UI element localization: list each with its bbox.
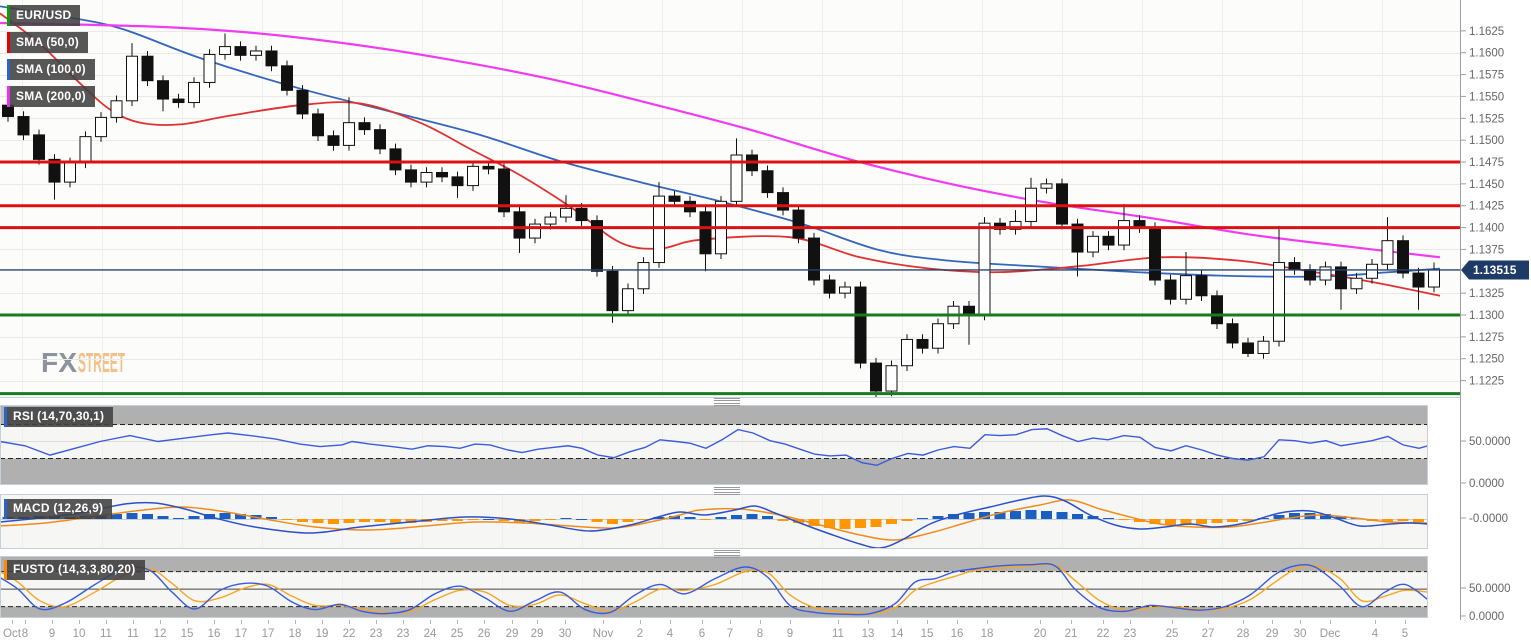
svg-text:11: 11	[127, 628, 139, 640]
svg-text:1.1625: 1.1625	[1469, 26, 1504, 38]
svg-text:20: 20	[1034, 628, 1047, 640]
support-resistance-levels	[0, 160, 1460, 396]
svg-text:Dec: Dec	[1320, 628, 1341, 640]
svg-text:11: 11	[100, 628, 112, 640]
svg-text:27: 27	[1202, 628, 1215, 640]
macd-panel-label[interactable]: MACD (12,26,9)	[4, 499, 113, 519]
svg-text:1.1475: 1.1475	[1469, 157, 1504, 169]
svg-text:9: 9	[49, 628, 55, 640]
svg-text:1.1375: 1.1375	[1469, 244, 1504, 256]
svg-text:21: 21	[1065, 628, 1078, 640]
svg-text:25: 25	[1166, 628, 1179, 640]
svg-text:14: 14	[891, 628, 904, 640]
macd-line	[0, 495, 1428, 549]
svg-text:28: 28	[1237, 628, 1250, 640]
svg-text:FX: FX	[41, 347, 77, 378]
svg-text:0.0000: 0.0000	[1469, 478, 1504, 490]
svg-text:23: 23	[397, 628, 410, 640]
svg-text:1.1575: 1.1575	[1469, 70, 1504, 82]
svg-text:1.1550: 1.1550	[1469, 91, 1504, 103]
rsi-panel-label[interactable]: RSI (14,70,30,1)	[4, 407, 114, 427]
rsi-line	[0, 428, 1428, 467]
svg-text:1.1225: 1.1225	[1469, 376, 1504, 388]
svg-text:0.0000: 0.0000	[1469, 611, 1504, 623]
legend-item-symbol[interactable]: EUR/USD	[7, 5, 81, 26]
svg-text:1.13515: 1.13515	[1473, 263, 1517, 277]
svg-text:50.0000: 50.0000	[1469, 583, 1511, 595]
svg-text:1.1600: 1.1600	[1469, 48, 1504, 60]
svg-text:25: 25	[451, 628, 464, 640]
svg-text:7: 7	[727, 628, 733, 640]
svg-text:17: 17	[262, 628, 275, 640]
svg-text:29: 29	[1266, 628, 1279, 640]
svg-text:16: 16	[208, 628, 221, 640]
panel-resize-handle-3[interactable]	[714, 550, 740, 558]
svg-text:5: 5	[1402, 628, 1408, 640]
svg-text:STREET: STREET	[78, 347, 125, 378]
legend-item-sma50[interactable]: SMA (50,0)	[7, 32, 88, 53]
svg-text:Oct: Oct	[3, 628, 22, 640]
svg-text:4: 4	[1372, 628, 1379, 640]
svg-text:22: 22	[1097, 628, 1110, 640]
svg-text:9: 9	[787, 628, 793, 640]
svg-text:29: 29	[531, 628, 544, 640]
svg-text:1.1500: 1.1500	[1469, 135, 1504, 147]
svg-text:22: 22	[343, 628, 356, 640]
svg-text:10: 10	[73, 628, 86, 640]
svg-text:12: 12	[154, 628, 167, 640]
main-price-panel[interactable]: FX STREET	[0, 0, 1460, 402]
svg-text:8: 8	[757, 628, 763, 640]
svg-text:29: 29	[506, 628, 519, 640]
stoch-panel-label[interactable]: FUSTO (14,3,3,80,20)	[4, 560, 145, 580]
current-price-badge: 1.13515	[1461, 260, 1529, 280]
svg-text:18: 18	[981, 628, 994, 640]
svg-text:1.1275: 1.1275	[1469, 332, 1504, 344]
price-axis[interactable]: 1.1625 1.1600 1.1575 1.1550 1.1525 1.1500 1.14…	[1460, 0, 1530, 620]
date-axis[interactable]: Oct 8 9 10 11 11 12 15 16 17 17 18 19 22 23 23 24 25 26 29 2…	[3, 620, 1408, 640]
svg-text:23: 23	[370, 628, 383, 640]
svg-text:1.1250: 1.1250	[1469, 354, 1504, 366]
svg-text:4: 4	[667, 628, 674, 640]
fxstreet-watermark: FX STREET	[41, 347, 125, 378]
svg-text:2: 2	[637, 628, 643, 640]
rsi-panel: 50.0000 0.0000	[0, 405, 1511, 490]
svg-text:-0.0000: -0.0000	[1469, 513, 1508, 525]
svg-text:15: 15	[921, 628, 934, 640]
svg-text:26: 26	[478, 628, 491, 640]
svg-text:1.1450: 1.1450	[1469, 179, 1504, 191]
legend-item-sma200[interactable]: SMA (200,0)	[7, 86, 95, 107]
svg-text:18: 18	[289, 628, 302, 640]
macd-panel: -0.0000	[0, 494, 1508, 549]
svg-text:17: 17	[235, 628, 248, 640]
svg-text:30: 30	[559, 628, 572, 640]
svg-text:1.1300: 1.1300	[1469, 310, 1504, 322]
svg-text:13: 13	[862, 628, 875, 640]
candlestick-series	[2, 33, 1440, 397]
stoch-k-line	[0, 562, 1428, 616]
svg-text:15: 15	[181, 628, 194, 640]
panel-resize-handle-1[interactable]	[714, 398, 740, 406]
svg-text:24: 24	[424, 628, 437, 640]
stochastic-panel: 50.0000 0.0000	[0, 556, 1511, 623]
svg-text:1.1325: 1.1325	[1469, 288, 1504, 300]
svg-text:1.1525: 1.1525	[1469, 113, 1504, 125]
svg-text:23: 23	[1124, 628, 1137, 640]
svg-text:30: 30	[1294, 628, 1307, 640]
svg-text:Nov: Nov	[593, 628, 614, 640]
svg-text:16: 16	[951, 628, 964, 640]
svg-text:8: 8	[22, 628, 28, 640]
svg-text:50.0000: 50.0000	[1469, 436, 1511, 448]
legend-item-sma100[interactable]: SMA (100,0)	[7, 59, 95, 80]
svg-text:19: 19	[316, 628, 329, 640]
svg-text:6: 6	[699, 628, 705, 640]
svg-text:11: 11	[832, 628, 844, 640]
svg-text:1.1400: 1.1400	[1469, 223, 1504, 235]
svg-text:1.1425: 1.1425	[1469, 201, 1504, 213]
macd-signal-line	[0, 499, 1428, 541]
panel-resize-handle-2[interactable]	[714, 487, 740, 495]
